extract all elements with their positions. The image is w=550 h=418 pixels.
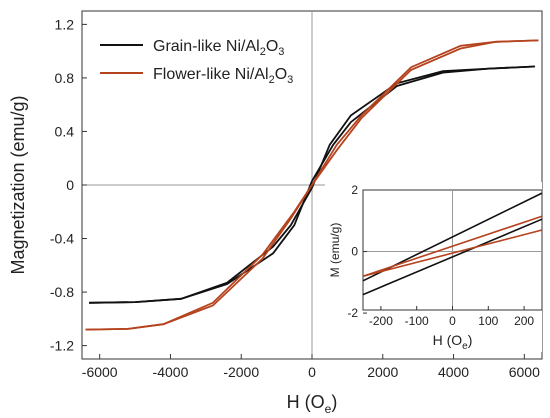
inset-x-tick-label: 0 bbox=[449, 314, 456, 328]
x-tick-label: 2000 bbox=[367, 364, 398, 380]
x-tick-label: -4000 bbox=[153, 364, 189, 380]
x-axis-label-main: H (O bbox=[287, 392, 325, 412]
inset-x-tick-label: 200 bbox=[514, 314, 534, 328]
inset-x-tick-label: -200 bbox=[369, 314, 393, 328]
inset-x-tick-label: 100 bbox=[478, 314, 498, 328]
x-axis-label-close: ) bbox=[331, 392, 337, 412]
legend-label-sub: 2 bbox=[269, 74, 275, 86]
legend-label-text: Flower-like Ni/Al bbox=[153, 66, 269, 83]
inset-series-2-lower-branch bbox=[362, 229, 543, 277]
series-1-lower-branch bbox=[89, 65, 535, 304]
x-axis-label: H (Oe) bbox=[287, 392, 338, 416]
x-axis-label-sub: e bbox=[325, 402, 332, 416]
y-tick-label: 1.2 bbox=[55, 16, 75, 32]
inset-x-axis-label-close: ) bbox=[468, 332, 473, 348]
legend-label-text: O bbox=[266, 38, 278, 55]
inset-series-2-upper-branch bbox=[362, 215, 543, 277]
y-tick-label: -0.4 bbox=[50, 231, 74, 247]
inset-y-tick-label: -2 bbox=[347, 306, 358, 320]
x-tick-label: 6000 bbox=[509, 364, 540, 380]
series-2-lower-branch bbox=[85, 39, 539, 331]
inset-series-1-lower-branch bbox=[362, 218, 543, 296]
inset-y-tick-label: 0 bbox=[351, 245, 358, 259]
x-tick-label: 4000 bbox=[438, 364, 469, 380]
x-tick-label: -2000 bbox=[223, 364, 259, 380]
inset-y-tick-label: 2 bbox=[351, 183, 358, 197]
legend-label-sub: 3 bbox=[287, 74, 293, 86]
y-axis-label: Magnetization (emu/g) bbox=[8, 95, 28, 274]
y-tick-label: 0.8 bbox=[55, 70, 75, 86]
y-tick-label: 0 bbox=[66, 177, 74, 193]
legend-label: Grain-like Ni/Al2O3 bbox=[153, 38, 284, 58]
legend-label-text: O bbox=[275, 66, 287, 83]
y-tick-label: 0.4 bbox=[55, 123, 75, 139]
inset-x-tick-label: -100 bbox=[405, 314, 429, 328]
x-tick-label: -6000 bbox=[82, 364, 118, 380]
legend-label-sub: 3 bbox=[278, 46, 284, 58]
y-tick-label: -0.8 bbox=[50, 284, 74, 300]
inset-chart: -200 -100 0 100 200 -2 0 2 H (Oe) M (emu/g) bbox=[325, 182, 543, 352]
legend-label: Flower-like Ni/Al2O3 bbox=[153, 66, 293, 86]
x-tick-label: 0 bbox=[308, 364, 316, 380]
inset-x-axis-label: H (Oe) bbox=[433, 332, 473, 352]
inset-x-axis-label-sub: e bbox=[462, 341, 468, 352]
legend-label-text: Grain-like Ni/Al bbox=[153, 38, 260, 55]
y-tick-label: -1.2 bbox=[50, 338, 74, 354]
legend-label-sub: 2 bbox=[260, 46, 266, 58]
inset-y-axis-label: M (emu/g) bbox=[328, 223, 342, 278]
inset-x-axis-label-main: H (O bbox=[433, 332, 463, 348]
